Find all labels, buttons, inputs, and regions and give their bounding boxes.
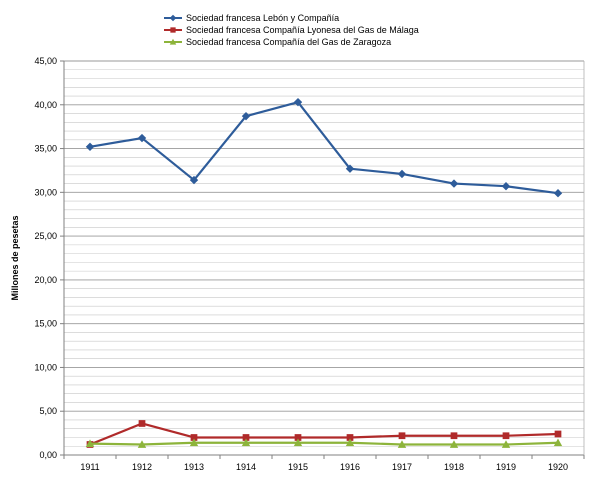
y-tick-label: 0,00	[39, 450, 57, 460]
data-point	[449, 440, 459, 448]
series-lines	[85, 97, 563, 448]
y-tick-label: 25,00	[34, 231, 57, 241]
data-point	[397, 169, 407, 179]
x-tick-label: 1912	[132, 462, 152, 472]
data-point	[138, 420, 146, 427]
y-tick-label: 10,00	[34, 362, 57, 372]
data-point	[554, 430, 562, 438]
data-point	[85, 142, 95, 152]
axes: 0,00 5,00 10,00 15,00 20,00 25,00 30,00 35,00 40…	[34, 56, 585, 472]
data-point	[241, 438, 251, 447]
data-point	[450, 432, 458, 440]
data-point	[293, 97, 303, 107]
data-point	[397, 440, 407, 448]
x-tick-label: 1918	[444, 462, 464, 472]
y-tick-label: 20,00	[34, 275, 57, 285]
legend-item: Sociedad francesa Compañía Lyonesa del G…	[164, 25, 419, 35]
data-point	[137, 133, 147, 143]
data-point	[293, 438, 303, 447]
data-point	[553, 438, 563, 447]
x-tick-label: 1919	[496, 462, 516, 472]
x-tick-label: 1914	[236, 462, 256, 472]
data-point	[502, 432, 510, 440]
x-tick-label: 1916	[340, 462, 360, 472]
data-point	[345, 164, 355, 173]
y-tick-label: 5,00	[39, 406, 57, 416]
legend-marker	[170, 27, 176, 33]
series-group	[85, 97, 563, 198]
legend: Sociedad francesa Lebón y Compañía Socied…	[164, 13, 419, 47]
data-point	[190, 434, 198, 441]
series-group	[86, 420, 562, 448]
data-point	[346, 434, 354, 441]
data-point	[137, 440, 147, 448]
series-line	[89, 422, 559, 446]
legend-label: Sociedad francesa Lebón y Compañía	[186, 13, 339, 23]
x-tick-label: 1913	[184, 462, 204, 472]
data-point	[398, 432, 406, 440]
x-tick-label: 1911	[80, 462, 99, 472]
y-tick-label: 35,00	[34, 144, 57, 154]
y-tick-label: 15,00	[34, 319, 57, 329]
data-point	[553, 189, 563, 198]
legend-marker	[169, 38, 177, 45]
legend-marker	[169, 14, 177, 22]
legend-item: Sociedad francesa Lebón y Compañía	[164, 13, 339, 23]
data-point	[501, 182, 511, 191]
legend-item: Sociedad francesa Compañía del Gas de Za…	[164, 37, 391, 47]
data-point	[294, 434, 302, 441]
data-point	[189, 175, 199, 185]
legend-label: Sociedad francesa Compañía del Gas de Za…	[186, 37, 391, 47]
data-point	[189, 438, 199, 447]
x-tick-label: 1920	[548, 462, 568, 472]
data-point	[242, 434, 250, 441]
series-group	[85, 438, 563, 448]
data-point	[345, 438, 355, 447]
legend-label: Sociedad francesa Compañía Lyonesa del G…	[186, 25, 419, 35]
y-axis-label: Millones de pesetas	[10, 215, 20, 300]
series-line	[89, 441, 559, 446]
data-point	[449, 179, 459, 188]
data-point	[241, 111, 251, 121]
y-tick-label: 45,00	[34, 56, 57, 66]
y-tick-label: 30,00	[34, 187, 57, 197]
data-point	[501, 440, 511, 448]
data-point	[85, 439, 95, 447]
grid-lines	[64, 60, 584, 456]
x-tick-label: 1917	[392, 462, 412, 472]
series-line	[89, 101, 559, 195]
y-tick-label: 40,00	[34, 100, 57, 110]
x-tick-label: 1915	[288, 462, 308, 472]
